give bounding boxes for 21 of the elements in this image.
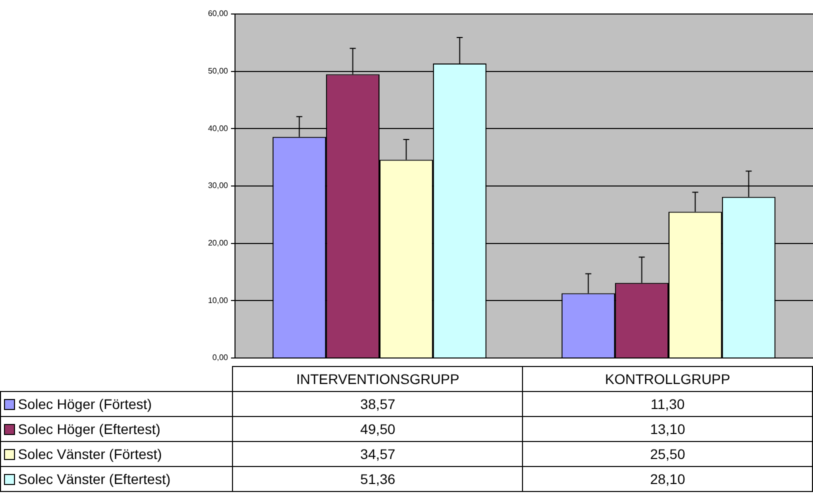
data-label: 11,30 bbox=[522, 392, 812, 416]
legend-label: Solec Höger (Förtest) bbox=[0, 392, 233, 416]
data-label: 38,57 bbox=[232, 392, 523, 416]
data-label: 34,57 bbox=[232, 442, 523, 466]
legend-label: Solec Vänster (Eftertest) bbox=[0, 466, 233, 492]
legend-label: Solec Vänster (Förtest) bbox=[0, 442, 233, 466]
data-label: 51,36 bbox=[232, 466, 523, 492]
data-label: 13,10 bbox=[522, 416, 812, 442]
y-tick-label: 20,00 bbox=[208, 238, 229, 248]
x-tick-label: KONTROLLGRUPP bbox=[522, 366, 812, 392]
x-tick-label: INTERVENTIONSGRUPP bbox=[232, 366, 523, 392]
y-tick-label: 60,00 bbox=[208, 9, 229, 18]
y-tick-label: 0,00 bbox=[212, 353, 229, 362]
y-tick-label: 50,00 bbox=[208, 66, 229, 76]
y-tick-label: 30,00 bbox=[208, 181, 229, 190]
legend-label: Solec Höger (Eftertest) bbox=[0, 416, 233, 442]
y-tick-label: 40,00 bbox=[208, 124, 229, 133]
data-label: 49,50 bbox=[232, 416, 523, 442]
y-tick-label: 10,00 bbox=[208, 296, 229, 305]
data-label: 28,10 bbox=[522, 466, 812, 492]
data-label: 25,50 bbox=[522, 442, 812, 466]
